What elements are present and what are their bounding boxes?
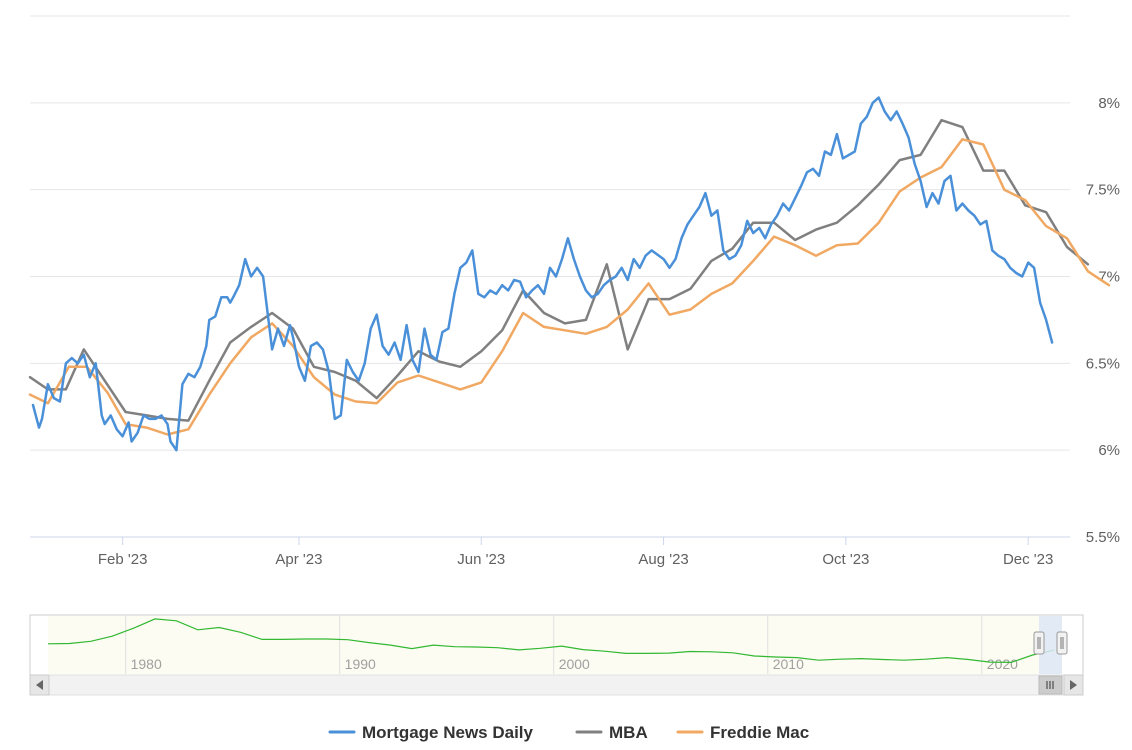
scrollbar[interactable] <box>29 674 1084 696</box>
y-tick-label: 6.5% <box>1086 355 1120 372</box>
x-tick-label: Jun '23 <box>457 551 505 568</box>
x-axis-ticks: Feb '23 Apr '23 Jun '23 Aug '23 Oct '23 Dec '… <box>98 537 1053 568</box>
navigator-line <box>47 618 1055 664</box>
navigator-x-label: 1980 <box>131 656 162 672</box>
series-freddie-mac <box>28 138 1111 436</box>
x-tick-label: Apr '23 <box>275 551 322 568</box>
y-tick-label: 5.5% <box>1086 529 1120 546</box>
navigator-selection[interactable] <box>1039 616 1062 674</box>
x-tick-label: Dec '23 <box>1003 551 1053 568</box>
navigator-outside-area <box>48 616 1040 674</box>
x-tick-label: Feb '23 <box>98 551 148 568</box>
navigator[interactable]: 1980 1990 2000 2010 2020 <box>29 614 1084 676</box>
legend-label-freddie: Freddie Mac <box>710 723 809 742</box>
y-tick-label: 7% <box>1098 269 1120 286</box>
grid-lines <box>30 15 1070 538</box>
arrow-right-icon <box>1070 680 1077 690</box>
y-tick-label: 6% <box>1098 442 1120 459</box>
arrow-left-icon <box>36 680 43 690</box>
legend-label-mba: MBA <box>609 723 648 742</box>
y-tick-label: 7.5% <box>1086 182 1120 199</box>
series-mortgage-news-daily <box>31 96 1054 452</box>
navigator-handle-left[interactable] <box>1033 631 1045 655</box>
series-lines <box>28 96 1111 452</box>
x-tick-label: Oct '23 <box>822 551 869 568</box>
y-tick-label: 8% <box>1098 95 1120 112</box>
legend-item-freddie[interactable]: Freddie Mac <box>676 723 809 742</box>
navigator-x-label: 2020 <box>987 656 1018 672</box>
legend: Mortgage News Daily MBA Freddie Mac <box>328 723 809 742</box>
x-tick-label: Aug '23 <box>638 551 688 568</box>
legend-label-mnd: Mortgage News Daily <box>362 723 534 742</box>
navigator-grid: 1980 1990 2000 2010 2020 <box>125 616 1018 674</box>
legend-item-mnd[interactable]: Mortgage News Daily <box>328 723 534 742</box>
y-axis-ticks: 5.5% 6% 6.5% 7% 7.5% 8% <box>1086 95 1120 546</box>
navigator-handle-right[interactable] <box>1056 631 1068 655</box>
navigator-x-label: 2000 <box>559 656 590 672</box>
scrollbar-track[interactable] <box>29 674 1084 696</box>
navigator-x-label: 1990 <box>345 656 376 672</box>
navigator-x-label: 2010 <box>773 656 804 672</box>
series-mba <box>28 118 1090 422</box>
legend-item-mba[interactable]: MBA <box>575 723 648 742</box>
